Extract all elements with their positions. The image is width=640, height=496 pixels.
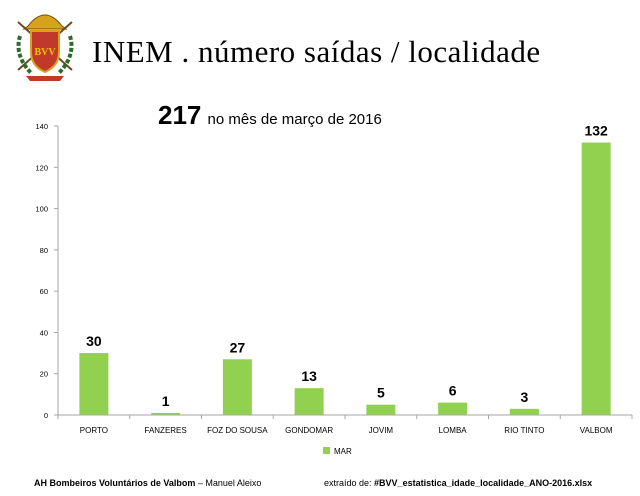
bar [222, 359, 252, 415]
data-label: 30 [86, 333, 102, 349]
bar [294, 388, 324, 415]
y-tick-label: 20 [40, 370, 48, 379]
chart-legend: MAR [323, 447, 352, 456]
data-label: 27 [230, 339, 246, 355]
legend-label: MAR [334, 447, 352, 456]
y-tick-label: 0 [44, 411, 48, 420]
chart-title-number: 217 [158, 100, 201, 130]
data-label: 1 [162, 393, 170, 409]
data-label: 132 [584, 123, 608, 139]
chart-title: 217 no mês de março de 2016 [158, 100, 382, 130]
x-tick-label: VALBOM [580, 426, 613, 435]
bar [151, 412, 181, 415]
bar [366, 404, 396, 415]
data-label: 13 [301, 368, 317, 384]
bar [509, 408, 539, 415]
footer-source-prefix: extraído de: [324, 478, 375, 488]
x-tick-label: RIO TINTO [504, 426, 544, 435]
bar [581, 142, 611, 415]
page-title: INEM . número saídas / localidade [92, 34, 541, 69]
footer-source-file: #BVV_estatistica_idade_localidade_ANO-20… [374, 478, 593, 488]
bvv-logo: BVV [16, 14, 74, 81]
footer-credit: AH Bombeiros Voluntários de Valbom – Man… [34, 478, 261, 488]
logo-text: BVV [34, 47, 56, 58]
data-label: 6 [449, 383, 457, 399]
svg-text:217 no mês de março de 2016: 217 no mês de março de 2016 [158, 100, 382, 130]
y-tick-label: 80 [40, 246, 48, 255]
x-tick-label: GONDOMAR [285, 426, 333, 435]
footer-sep: – [195, 478, 206, 488]
bar [438, 402, 468, 415]
legend-swatch [323, 447, 330, 454]
x-tick-label: FOZ DO SOUSA [207, 426, 268, 435]
data-label: 3 [520, 389, 528, 405]
data-label: 5 [377, 385, 385, 401]
footer-source: extraído de: #BVV_estatistica_idade_loca… [324, 478, 592, 488]
shield-icon [30, 30, 60, 74]
y-tick-label: 120 [35, 163, 48, 172]
y-tick-label: 140 [35, 122, 48, 131]
x-tick-label: JOVIM [369, 426, 394, 435]
x-tick-label: PORTO [80, 426, 108, 435]
x-tick-label: FANZERES [145, 426, 187, 435]
bar [79, 353, 109, 415]
y-tick-label: 40 [40, 328, 48, 337]
footer-author: Manuel Aleixo [205, 478, 262, 488]
chart-title-text: no mês de março de 2016 [203, 111, 381, 128]
x-tick-label: LOMBA [439, 426, 468, 435]
y-tick-label: 60 [40, 287, 48, 296]
y-tick-label: 100 [35, 205, 48, 214]
footer-org: AH Bombeiros Voluntários de Valbom [34, 478, 196, 488]
